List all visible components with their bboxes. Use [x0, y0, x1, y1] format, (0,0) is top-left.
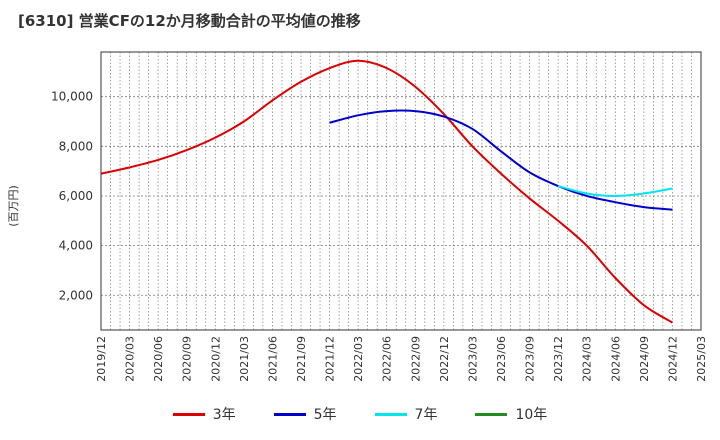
x-tick-label: 2023/06 [495, 336, 508, 382]
x-tick-label: 2024/09 [638, 336, 651, 382]
x-tick-label: 2023/12 [552, 336, 565, 382]
x-tick-label: 2024/03 [581, 336, 594, 382]
x-tick-label: 2020/06 [152, 336, 165, 382]
x-tick-label: 2019/12 [95, 336, 108, 382]
x-tick-label: 2020/03 [124, 336, 137, 382]
y-tick-label: 4,000 [59, 239, 93, 253]
legend-label: 10年 [515, 407, 548, 423]
x-tick-label: 2022/09 [409, 336, 422, 382]
plot-frame [100, 51, 702, 331]
x-tick-label: 2024/06 [609, 336, 622, 382]
legend: 3年 5年 7年 10年 [0, 402, 720, 426]
x-tick-label: 2023/09 [524, 336, 537, 382]
legend-swatch [475, 412, 508, 416]
x-tick-label: 2021/09 [295, 336, 308, 382]
grid-layer [100, 52, 702, 330]
x-tick-label: 2022/12 [438, 336, 451, 382]
x-tick-label: 2023/03 [466, 336, 479, 382]
series-line-3 [557, 185, 673, 197]
y-tick-label: 6,000 [59, 189, 93, 203]
y-tick-label: 8,000 [59, 139, 93, 153]
legend-item-4: 10年 [475, 402, 547, 426]
y-tick-label: 10,000 [51, 90, 93, 104]
legend-swatch [172, 412, 205, 416]
x-tick-label: 2022/06 [381, 336, 394, 382]
legend-item-3: 7年 [374, 402, 438, 426]
series-line-2 [329, 109, 673, 211]
series-layer [100, 59, 673, 324]
y-tick-label: 2,000 [59, 288, 93, 302]
x-tick-label: 2025/03 [695, 336, 708, 382]
axis-layer: 2,000 4,000 6,000 8,000 10,000 2019/12 2020/03… [51, 51, 708, 382]
x-tick-label: 2022/03 [352, 336, 365, 382]
legend-label: 3年 [212, 407, 236, 423]
legend-item-1: 3年 [172, 402, 236, 426]
x-tick-label: 2021/12 [324, 336, 337, 382]
x-tick-label: 2020/09 [181, 336, 194, 382]
legend-label: 5年 [313, 407, 337, 423]
legend-swatch [273, 412, 306, 416]
x-tick-label: 2021/06 [266, 336, 279, 382]
x-tick-label: 2024/12 [666, 336, 679, 382]
chart-title: [6310] 営業CFの12か月移動合計の平均値の推移 [18, 12, 361, 30]
series-line-1 [100, 59, 673, 324]
legend-label: 7年 [414, 407, 438, 423]
x-tick-label: 2021/03 [238, 336, 251, 382]
legend-item-2: 5年 [273, 402, 337, 426]
legend-swatch [374, 412, 407, 416]
x-tick-label: 2020/12 [209, 336, 222, 382]
